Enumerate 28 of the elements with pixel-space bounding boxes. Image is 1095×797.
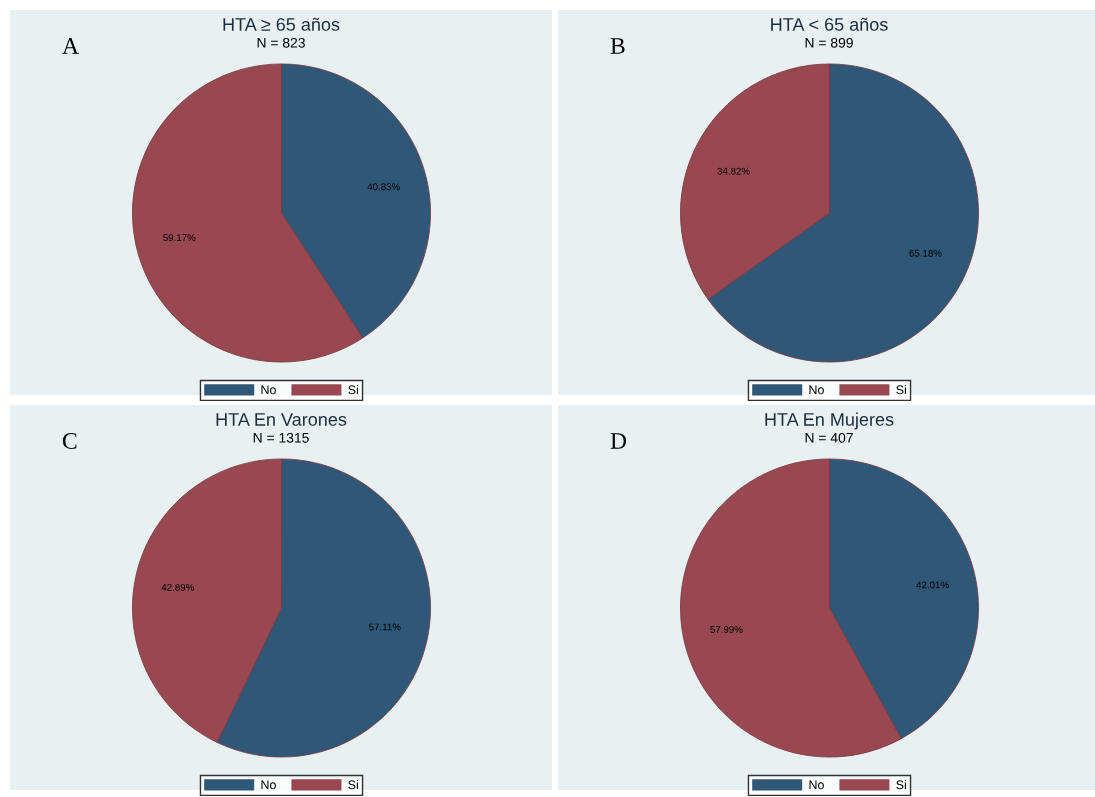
chart-subtitle: N = 1315 bbox=[253, 432, 309, 443]
data-label: 59.17% bbox=[163, 234, 196, 242]
data-label: 34.82% bbox=[717, 167, 750, 175]
text: D bbox=[610, 433, 627, 449]
chart-title: HTA < 65 años bbox=[771, 17, 888, 31]
legend-label: Si bbox=[896, 780, 906, 790]
chart-title: HTA En Varones bbox=[216, 413, 347, 426]
chart-subtitle: N = 407 bbox=[805, 432, 853, 443]
text: B bbox=[610, 38, 625, 54]
legend-label: No bbox=[809, 780, 824, 790]
text: A bbox=[62, 38, 79, 54]
legend-label: Si bbox=[348, 780, 358, 790]
chart-subtitle: N = 823 bbox=[257, 37, 305, 48]
text: C bbox=[62, 433, 77, 449]
legend-label: No bbox=[261, 385, 276, 395]
data-label: 40.83% bbox=[367, 183, 400, 191]
data-label: 57.99% bbox=[710, 625, 743, 633]
legend-label: No bbox=[809, 385, 824, 395]
data-label: 42.89% bbox=[161, 583, 194, 591]
chart-title: HTA ≥ 65 años bbox=[223, 17, 340, 31]
legend-label: No bbox=[261, 780, 276, 790]
chart-subtitle: N = 899 bbox=[805, 37, 853, 48]
data-label: 42.01% bbox=[916, 581, 949, 589]
legend-label: Si bbox=[348, 385, 358, 395]
data-label: 57.11% bbox=[369, 623, 401, 631]
data-label: 65.18% bbox=[909, 249, 942, 257]
chart-title: HTA En Mujeres bbox=[765, 412, 894, 430]
legend-label: Si bbox=[896, 385, 906, 395]
